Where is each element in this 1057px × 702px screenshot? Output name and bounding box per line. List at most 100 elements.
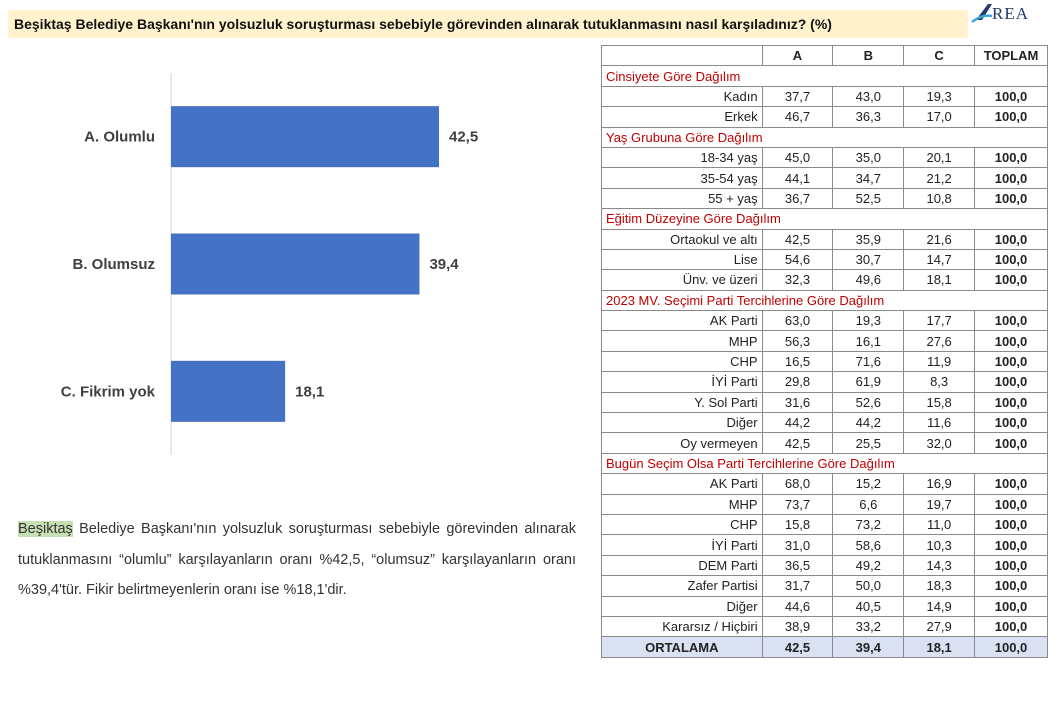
- row-label: Lise: [601, 248, 763, 271]
- cell-c: 17,0: [903, 106, 976, 128]
- value-label-1: 42,5: [449, 129, 478, 146]
- table-row: 18-34 yaş 45,0 35,0 20,1 100,0: [601, 146, 1048, 169]
- cell-b: 33,2: [832, 615, 905, 638]
- table-row: Ortaokul ve altı 42,5 35,9 21,6 100,0: [601, 228, 1048, 250]
- cell-c: 11,0: [903, 513, 976, 536]
- cell-total: 100,0: [974, 330, 1048, 352]
- cell-a: 37,7: [761, 85, 834, 108]
- cell-b: 58,6: [832, 534, 905, 556]
- cell-b: 16,1: [832, 330, 905, 352]
- cell-a: 15,8: [761, 513, 834, 536]
- cell-total: 100,0: [974, 534, 1048, 556]
- cell-a: 29,8: [761, 371, 834, 393]
- cell-b: 43,0: [832, 85, 905, 108]
- cell-a: 36,5: [761, 554, 834, 577]
- cell-c: 8,3: [903, 371, 976, 393]
- cell-b: 52,6: [832, 391, 905, 414]
- cell-c: 20,1: [903, 146, 976, 169]
- cell-b: 30,7: [832, 248, 905, 271]
- cell-total: 100,0: [974, 248, 1048, 271]
- row-label: Zafer Partisi: [601, 575, 763, 597]
- section-row: Cinsiyete Göre Dağılım: [601, 65, 1048, 87]
- section-title: Yaş Grubuna Göre Dağılım: [601, 126, 1048, 148]
- table-row: Lise 54,6 30,7 14,7 100,0: [601, 248, 1048, 271]
- cell-total: 100,0: [974, 493, 1048, 515]
- section-row: Yaş Grubuna Göre Dağılım: [601, 126, 1048, 148]
- table-row: İYİ Parti 29,8 61,9 8,3 100,0: [601, 371, 1048, 393]
- summary-body: Belediye Başkanı'nın yolsuzluk soruşturm…: [18, 521, 576, 598]
- cell-c: 21,2: [903, 167, 976, 189]
- header-cell: TOPLAM: [974, 44, 1048, 67]
- logo-text: REA: [992, 4, 1029, 23]
- cell-total: 100,0: [974, 575, 1048, 597]
- section-row: 2023 MV. Seçimi Parti Tercihlerine Göre …: [601, 289, 1048, 312]
- cell-total: 100,0: [974, 85, 1048, 108]
- table-row: Kadın 37,7 43,0 19,3 100,0: [601, 85, 1048, 108]
- crosstab-table: A B C TOPLAM Cinsiyete Göre Dağılım Kadın 37,7…: [601, 44, 1048, 658]
- row-label: Diğer: [601, 595, 763, 617]
- section-row: Bugün Seçim Olsa Parti Tercihlerine Göre…: [601, 452, 1048, 475]
- cell-b: 15,2: [832, 473, 905, 495]
- row-label: Kadın: [601, 85, 763, 108]
- header-cell: B: [832, 44, 905, 67]
- cell-total: 100,0: [974, 187, 1048, 210]
- category-label-1: A. Olumlu: [84, 129, 155, 146]
- cell-total: 100,0: [974, 391, 1048, 414]
- table-row: DEM Parti 36,5 49,2 14,3 100,0: [601, 554, 1048, 577]
- cell-a: 31,6: [761, 391, 834, 414]
- cell-total: 100,0: [974, 371, 1048, 393]
- cell-a: 38,9: [761, 615, 834, 638]
- cell-c: 11,9: [903, 350, 976, 373]
- cell-c: 18,1: [903, 636, 976, 658]
- cell-b: 49,6: [832, 269, 905, 291]
- cell-c: 11,6: [903, 412, 976, 434]
- cell-a: 45,0: [761, 146, 834, 169]
- row-label: Y. Sol Parti: [601, 391, 763, 414]
- bar-1: [171, 106, 439, 168]
- rea-logo: [971, 4, 993, 23]
- cell-total: 100,0: [974, 350, 1048, 373]
- cell-b: 52,5: [832, 187, 905, 210]
- row-label: Diğer: [601, 412, 763, 434]
- row-label: Ortaokul ve altı: [601, 228, 763, 250]
- section-title: Cinsiyete Göre Dağılım: [601, 65, 1048, 87]
- cell-c: 19,7: [903, 493, 976, 515]
- table-row: 55 + yaş 36,7 52,5 10,8 100,0: [601, 187, 1048, 210]
- cell-a: 16,5: [761, 350, 834, 373]
- cell-total: 100,0: [974, 167, 1048, 189]
- cell-total: 100,0: [974, 473, 1048, 495]
- cell-b: 73,2: [832, 513, 905, 536]
- cell-a: 44,6: [761, 595, 834, 617]
- cell-b: 6,6: [832, 493, 905, 515]
- row-label: MHP: [601, 330, 763, 352]
- row-label: CHP: [601, 350, 763, 373]
- cell-c: 18,3: [903, 575, 976, 597]
- cell-b: 71,6: [832, 350, 905, 373]
- cell-total: 100,0: [974, 106, 1048, 128]
- cell-b: 19,3: [832, 310, 905, 332]
- header-cell: A: [761, 44, 834, 67]
- row-label: 18-34 yaş: [601, 146, 763, 169]
- cell-c: 21,6: [903, 228, 976, 250]
- cell-c: 27,6: [903, 330, 976, 352]
- table-row: MHP 73,7 6,6 19,7 100,0: [601, 493, 1048, 515]
- cell-a: 32,3: [761, 269, 834, 291]
- cell-a: 31,0: [761, 534, 834, 556]
- table-row: Oy vermeyen 42,5 25,5 32,0 100,0: [601, 432, 1048, 454]
- cell-a: 44,1: [761, 167, 834, 189]
- table-row: AK Parti 68,0 15,2 16,9 100,0: [601, 473, 1048, 495]
- row-label: Oy vermeyen: [601, 432, 763, 454]
- row-label: ORTALAMA: [601, 636, 763, 658]
- table-row: Zafer Partisi 31,7 50,0 18,3 100,0: [601, 575, 1048, 597]
- table-row: 35-54 yaş 44,1 34,7 21,2 100,0: [601, 167, 1048, 189]
- cell-a: 73,7: [761, 493, 834, 515]
- cell-c: 18,1: [903, 269, 976, 291]
- cell-b: 61,9: [832, 371, 905, 393]
- cell-b: 44,2: [832, 412, 905, 434]
- cell-b: 34,7: [832, 167, 905, 189]
- value-label-2: 39,4: [429, 256, 459, 273]
- header-row: A B C TOPLAM: [601, 44, 1048, 67]
- cell-total: 100,0: [974, 636, 1048, 658]
- section-title: Bugün Seçim Olsa Parti Tercihlerine Göre…: [601, 452, 1048, 475]
- row-label: İYİ Parti: [601, 371, 763, 393]
